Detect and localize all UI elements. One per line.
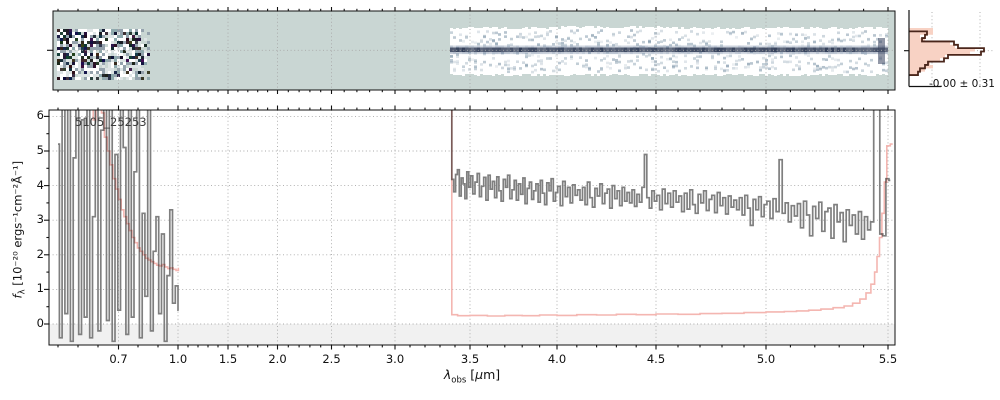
below-zero-shade (49, 324, 895, 345)
flux_blue_side-line (58, 110, 179, 343)
x-tick-label-5.0: 5.0 (756, 352, 776, 366)
y-tick-label-1: 1 (36, 281, 44, 296)
y-tick-label-6: 6 (36, 108, 44, 123)
x-tick-label-0.7: 0.7 (109, 352, 128, 366)
x-tick-label-2.0: 2.0 (268, 352, 287, 366)
y-tick-label-4: 4 (36, 177, 44, 192)
spectrum-data (58, 110, 893, 343)
x-tick-label-2.5: 2.5 (322, 352, 341, 366)
flux-histogram-panel (904, 10, 993, 88)
flux_red_side-line (450, 110, 891, 243)
error_red_side-line (451, 110, 893, 317)
histogram-stats-label: -0.00 ± 0.31 (928, 78, 995, 90)
x-tick-label-5.5: 5.5 (878, 352, 898, 366)
x-tick-label-4.5: 4.5 (646, 352, 666, 366)
main-gridlines (49, 110, 895, 345)
spectrum-2d-trace (450, 26, 888, 76)
residual-histogram-fill (909, 28, 975, 76)
x-tick-label-4.0: 4.0 (547, 352, 567, 366)
mu-symbol: μ (475, 367, 484, 382)
error_blue_side-line (84, 110, 180, 272)
lambda-subscript: obs (451, 375, 467, 386)
lambda-symbol: λ (443, 367, 452, 382)
y-tick-label-5: 5 (36, 143, 44, 157)
x-tick-label-1.0: 1.0 (168, 352, 188, 366)
main-spectrum-plot (44, 105, 896, 350)
y-tick-label-0: 0 (36, 316, 44, 330)
noise-block (57, 29, 150, 80)
x-tick-label-1.5: 1.5 (218, 352, 238, 366)
x-axis-label: λobs [μm] (443, 367, 501, 386)
residual-histogram-outline (909, 30, 985, 76)
x-tick-label-3.5: 3.5 (460, 352, 480, 366)
panel2d-ticks (57, 7, 889, 94)
x-tick-label-3.0: 3.0 (385, 352, 405, 366)
y-tick-label-2: 2 (36, 246, 44, 261)
y-tick-label-3: 3 (36, 212, 44, 227)
main-ticks (44, 105, 889, 350)
source-id-label: 5105_25253 (75, 115, 147, 129)
spectrum-2d-panel (47, 7, 896, 94)
